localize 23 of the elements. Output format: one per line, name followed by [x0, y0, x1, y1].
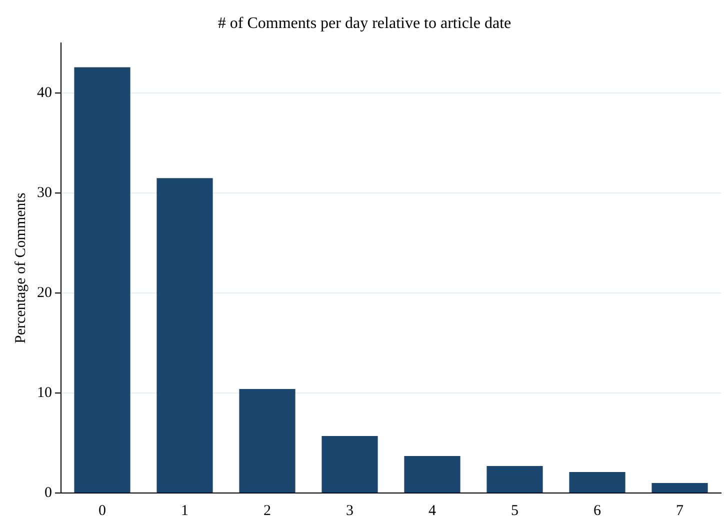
x-tick-label: 7 — [676, 502, 684, 519]
x-tick-label: 6 — [594, 502, 602, 519]
y-tick-label: 20 — [37, 285, 52, 302]
bar — [569, 472, 626, 492]
chart-title: # of Comments per day relative to article date — [218, 14, 512, 32]
y-tick-label: 30 — [37, 185, 52, 202]
y-tick-label: 0 — [44, 484, 52, 501]
bar — [404, 456, 460, 492]
x-tick-label: 1 — [181, 502, 188, 519]
x-tick-label: 4 — [428, 502, 436, 519]
bar — [652, 483, 708, 492]
bar — [239, 389, 296, 492]
bar — [322, 436, 378, 492]
x-tick-label: 3 — [346, 502, 354, 519]
bar — [486, 466, 543, 492]
x-tick-label: 2 — [264, 502, 271, 519]
y-tick-label: 10 — [37, 384, 52, 401]
x-tick-label: 0 — [98, 502, 106, 519]
y-tick-label: 40 — [37, 85, 52, 102]
x-tick-label: 5 — [511, 502, 518, 519]
bar — [74, 67, 130, 492]
bar — [156, 178, 213, 492]
y-axis-title: Percentage of Comments — [12, 192, 29, 344]
